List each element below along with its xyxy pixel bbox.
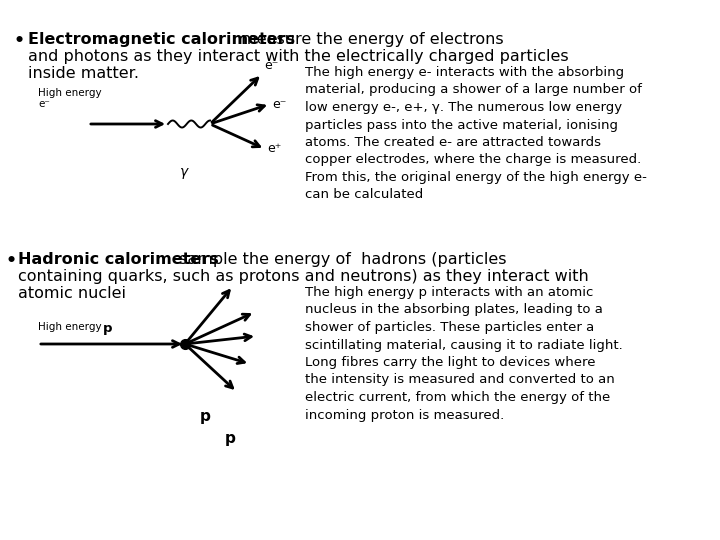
Text: atomic nuclei: atomic nuclei — [18, 286, 126, 301]
Text: γ: γ — [180, 165, 188, 179]
Text: Hadronic calorimeters: Hadronic calorimeters — [18, 252, 219, 267]
Text: •: • — [14, 32, 25, 50]
Text: The high energy e- interacts with the absorbing
material, producing a shower of : The high energy e- interacts with the ab… — [305, 66, 647, 201]
Text: The high energy p interacts with an atomic
nucleus in the absorbing plates, lead: The high energy p interacts with an atom… — [305, 286, 623, 422]
Text: e⁻: e⁻ — [272, 98, 287, 111]
Text: measure the energy of electrons: measure the energy of electrons — [236, 32, 503, 47]
Text: e⁻: e⁻ — [38, 99, 50, 109]
Text: containing quarks, such as protons and neutrons) as they interact with: containing quarks, such as protons and n… — [18, 269, 589, 284]
Text: •: • — [6, 252, 17, 270]
Text: and photons as they interact with the electrically charged particles: and photons as they interact with the el… — [28, 49, 569, 64]
Text: Electromagnetic calorimeters: Electromagnetic calorimeters — [28, 32, 295, 47]
Text: p: p — [225, 431, 236, 447]
Text: e⁻: e⁻ — [264, 59, 279, 72]
Text: High energy: High energy — [38, 88, 102, 98]
Text: p: p — [103, 322, 112, 335]
Text: p: p — [200, 408, 211, 423]
Text: e⁺: e⁺ — [267, 143, 282, 156]
Text: sample the energy of  hadrons (particles: sample the energy of hadrons (particles — [174, 252, 506, 267]
Text: inside matter.: inside matter. — [28, 66, 139, 81]
Text: High energy: High energy — [38, 322, 102, 332]
